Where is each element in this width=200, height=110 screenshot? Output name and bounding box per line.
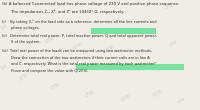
Text: UTM: UTM xyxy=(44,35,56,45)
Text: UTM: UTM xyxy=(152,88,164,98)
Text: UTM: UTM xyxy=(104,44,116,54)
Text: Prove and compare the value with Q(2)(ii).: Prove and compare the value with Q(2)(ii… xyxy=(11,69,88,73)
Text: (b) A balanced Y-connected load has phase voltage of 230 V and positive phase se: (b) A balanced Y-connected load has phas… xyxy=(2,2,180,6)
Text: Draw the connection of the two wattmeters if their current coils are in line A: Draw the connection of the two wattmeter… xyxy=(11,56,150,60)
Text: UTM: UTM xyxy=(164,3,174,11)
FancyBboxPatch shape xyxy=(76,64,184,70)
Text: UTM: UTM xyxy=(84,89,96,99)
Text: TM: TM xyxy=(0,64,8,72)
Text: UTM: UTM xyxy=(168,40,178,48)
Text: UTM: UTM xyxy=(72,41,84,51)
Text: phase voltages.: phase voltages. xyxy=(11,26,40,30)
Text: UTM: UTM xyxy=(176,97,186,105)
Text: UTM: UTM xyxy=(50,82,62,91)
FancyBboxPatch shape xyxy=(91,28,156,34)
Text: UTM: UTM xyxy=(136,48,148,58)
Text: UTM: UTM xyxy=(17,26,29,36)
Text: UTM: UTM xyxy=(120,94,132,103)
Text: UTM: UTM xyxy=(18,73,30,82)
Text: TM: TM xyxy=(0,24,8,31)
Text: S of the system.: S of the system. xyxy=(11,40,41,44)
Text: (i)    By taking Vₐᵇ on the load side as a reference, determine all the line cur: (i) By taking Vₐᵇ on the load side as a … xyxy=(2,19,157,24)
Text: and C, respectively. What is the total real power measured by each wattmeter?: and C, respectively. What is the total r… xyxy=(11,62,156,66)
Text: The impedances Zₐ, Zᵇ, and Zᶜ are 10∂30° Ω, respectively.: The impedances Zₐ, Zᵇ, and Zᶜ are 10∂30°… xyxy=(11,9,124,14)
Text: (ii)   Determine total real power, P, total reactive power, Q and total apparent: (ii) Determine total real power, P, tota… xyxy=(2,34,157,38)
Text: (iii)  Total real power of the loads can be measured using two wattmeter methods: (iii) Total real power of the loads can … xyxy=(2,49,152,53)
